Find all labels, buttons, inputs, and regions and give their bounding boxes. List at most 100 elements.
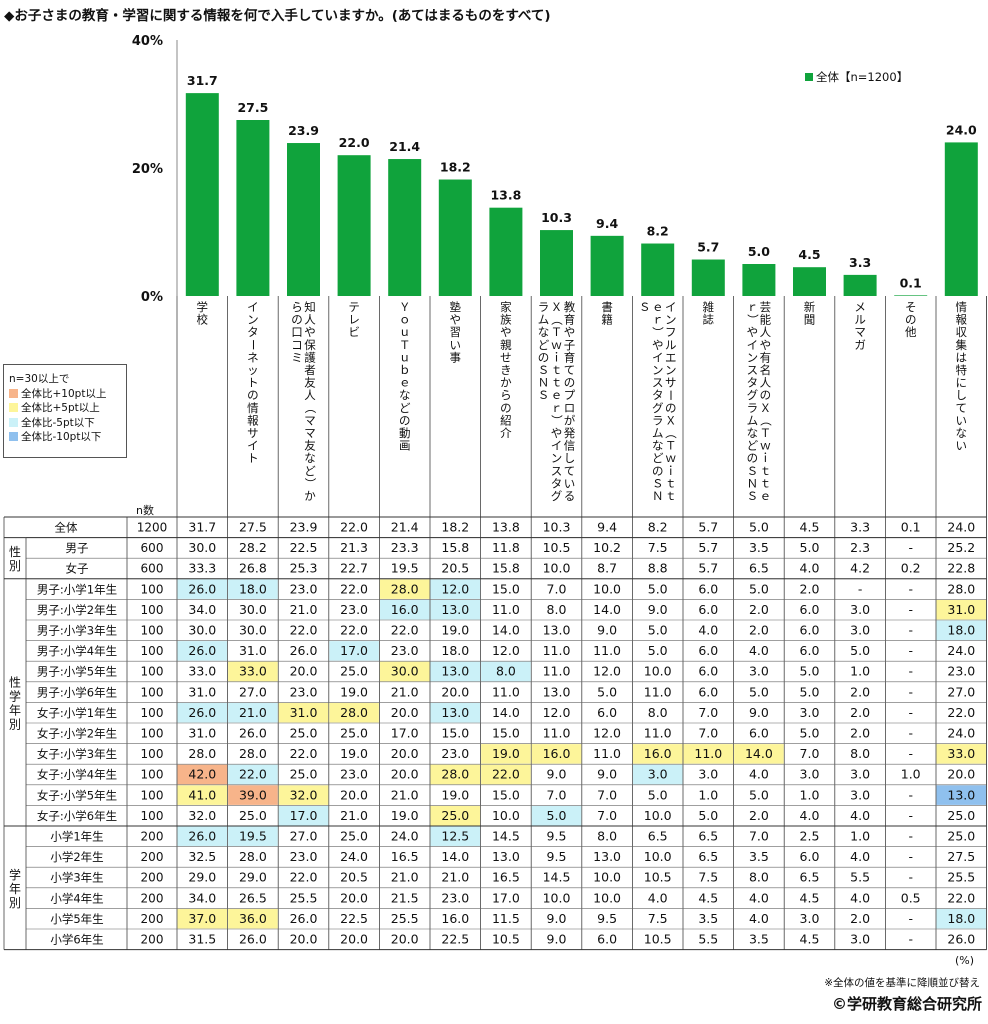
table-cell: 18.0 xyxy=(239,581,267,596)
svg-text:ビ: ビ xyxy=(348,325,360,339)
svg-text:報: 報 xyxy=(247,413,259,427)
table-cell: 3.0 xyxy=(850,932,870,947)
table-cell: - xyxy=(908,540,913,555)
highlight-cell xyxy=(177,579,228,599)
svg-text:能: 能 xyxy=(760,313,772,327)
svg-text:（: （ xyxy=(303,402,317,414)
svg-text:て: て xyxy=(564,363,576,377)
table-cell: 7.5 xyxy=(648,911,668,926)
bar xyxy=(540,230,573,296)
svg-text:や: や xyxy=(564,325,576,339)
svg-text:特: 特 xyxy=(956,363,968,377)
highlight-cell xyxy=(430,661,481,682)
row-label: 男子:小学4年生 xyxy=(37,644,117,658)
table-cell: 4.2 xyxy=(850,561,870,576)
svg-text:な: な xyxy=(747,426,759,440)
bar-value-label: 5.0 xyxy=(748,244,770,259)
table-cell: 2.0 xyxy=(749,602,769,617)
table-cell: 19.0 xyxy=(492,746,520,761)
table-cell: 10.0 xyxy=(644,849,672,864)
svg-text:イ: イ xyxy=(665,300,677,314)
row-label: 女子:小学5年生 xyxy=(37,788,117,802)
table-cell: 7.0 xyxy=(547,787,567,802)
table-cell: 1.0 xyxy=(850,829,870,844)
svg-text:か: か xyxy=(304,489,316,503)
svg-text:動: 動 xyxy=(399,426,411,440)
table-cell: 2.0 xyxy=(850,684,870,699)
table-cell: 18.0 xyxy=(947,911,975,926)
table-cell: 7.0 xyxy=(698,705,718,720)
table-cell: 14.0 xyxy=(492,623,520,638)
svg-text:ｅ: ｅ xyxy=(551,388,563,402)
row-n: 100 xyxy=(141,644,164,658)
bar xyxy=(489,207,523,296)
table-cell: - xyxy=(908,623,913,638)
svg-text:ガ: ガ xyxy=(854,338,866,352)
svg-text:ど: ど xyxy=(747,439,759,453)
group-label: 性別 xyxy=(9,545,21,573)
table-cell: 23.0 xyxy=(290,684,318,699)
table-cell: 31.0 xyxy=(188,726,216,741)
svg-text:年: 年 xyxy=(9,882,21,896)
svg-text:ｔ: ｔ xyxy=(760,464,772,478)
svg-text:ど: ど xyxy=(399,401,411,415)
row-label: 男子:小学3年生 xyxy=(37,624,117,638)
highlight-cell xyxy=(177,764,228,785)
table-cell: 21.4 xyxy=(391,520,419,535)
table-cell: 22.0 xyxy=(290,746,318,761)
table-cell: 15.8 xyxy=(492,561,520,576)
table-cell: 6.0 xyxy=(800,849,820,864)
bar-value-label: 5.7 xyxy=(697,240,719,255)
row-label: 女子 xyxy=(66,562,89,576)
table-cell: 6.0 xyxy=(800,643,820,658)
table-cell: 20.0 xyxy=(391,705,419,720)
svg-text:ル: ル xyxy=(665,338,677,352)
row-label: 女子:小学1年生 xyxy=(37,706,117,720)
table-cell: 23.9 xyxy=(290,520,318,535)
table-cell: 7.0 xyxy=(597,808,617,823)
table-cell: 9.5 xyxy=(597,911,617,926)
bar-value-label: 27.5 xyxy=(237,100,268,115)
table-cell: 11.0 xyxy=(492,684,520,699)
highlight-cell xyxy=(430,764,481,785)
table-cell: 18.0 xyxy=(441,643,469,658)
table-cell: 24.0 xyxy=(947,726,975,741)
table-cell: 9.5 xyxy=(547,829,567,844)
svg-text:）: ） xyxy=(651,326,665,338)
table-cell: 13.0 xyxy=(593,849,621,864)
svg-text:別: 別 xyxy=(9,717,21,731)
table-cell: 7.0 xyxy=(749,829,769,844)
highlight-cell xyxy=(936,744,987,764)
table-cell: 5.0 xyxy=(800,726,820,741)
table-cell: 8.2 xyxy=(648,520,668,535)
svg-text:ル: ル xyxy=(854,313,866,327)
table-cell: - xyxy=(908,684,913,699)
table-cell: 5.0 xyxy=(800,540,820,555)
svg-text:ン: ン xyxy=(747,350,759,364)
table-cell: 8.0 xyxy=(597,829,617,844)
table-cell: 8.0 xyxy=(749,870,769,885)
table-cell: 7.0 xyxy=(800,746,820,761)
crosstab-table: 学校インターネットの情報サイト知人や保護者友人（ママ友など）からの口コミテレビＹ… xyxy=(3,296,987,951)
svg-text:は: は xyxy=(956,350,968,364)
svg-text:ム: ム xyxy=(747,413,759,427)
svg-text:が: が xyxy=(564,413,576,427)
row-n: 100 xyxy=(141,685,164,699)
bar xyxy=(185,93,219,297)
table-cell: 6.0 xyxy=(597,705,617,720)
table-cell: 20.0 xyxy=(340,787,368,802)
highlight-cell xyxy=(481,744,531,764)
table-cell: 10.5 xyxy=(644,870,672,885)
table-cell: 21.0 xyxy=(391,684,419,699)
svg-text:き: き xyxy=(500,363,512,377)
table-cell: 31.0 xyxy=(290,705,318,720)
table-cell: 4.0 xyxy=(749,767,769,782)
table-cell: 25.0 xyxy=(239,808,267,823)
svg-text:そ: そ xyxy=(905,300,917,314)
table-cell: 21.0 xyxy=(290,602,318,617)
svg-text:雑: 雑 xyxy=(703,300,715,314)
svg-text:Ｎ: Ｎ xyxy=(747,476,759,490)
table-cell: 20.0 xyxy=(340,932,368,947)
